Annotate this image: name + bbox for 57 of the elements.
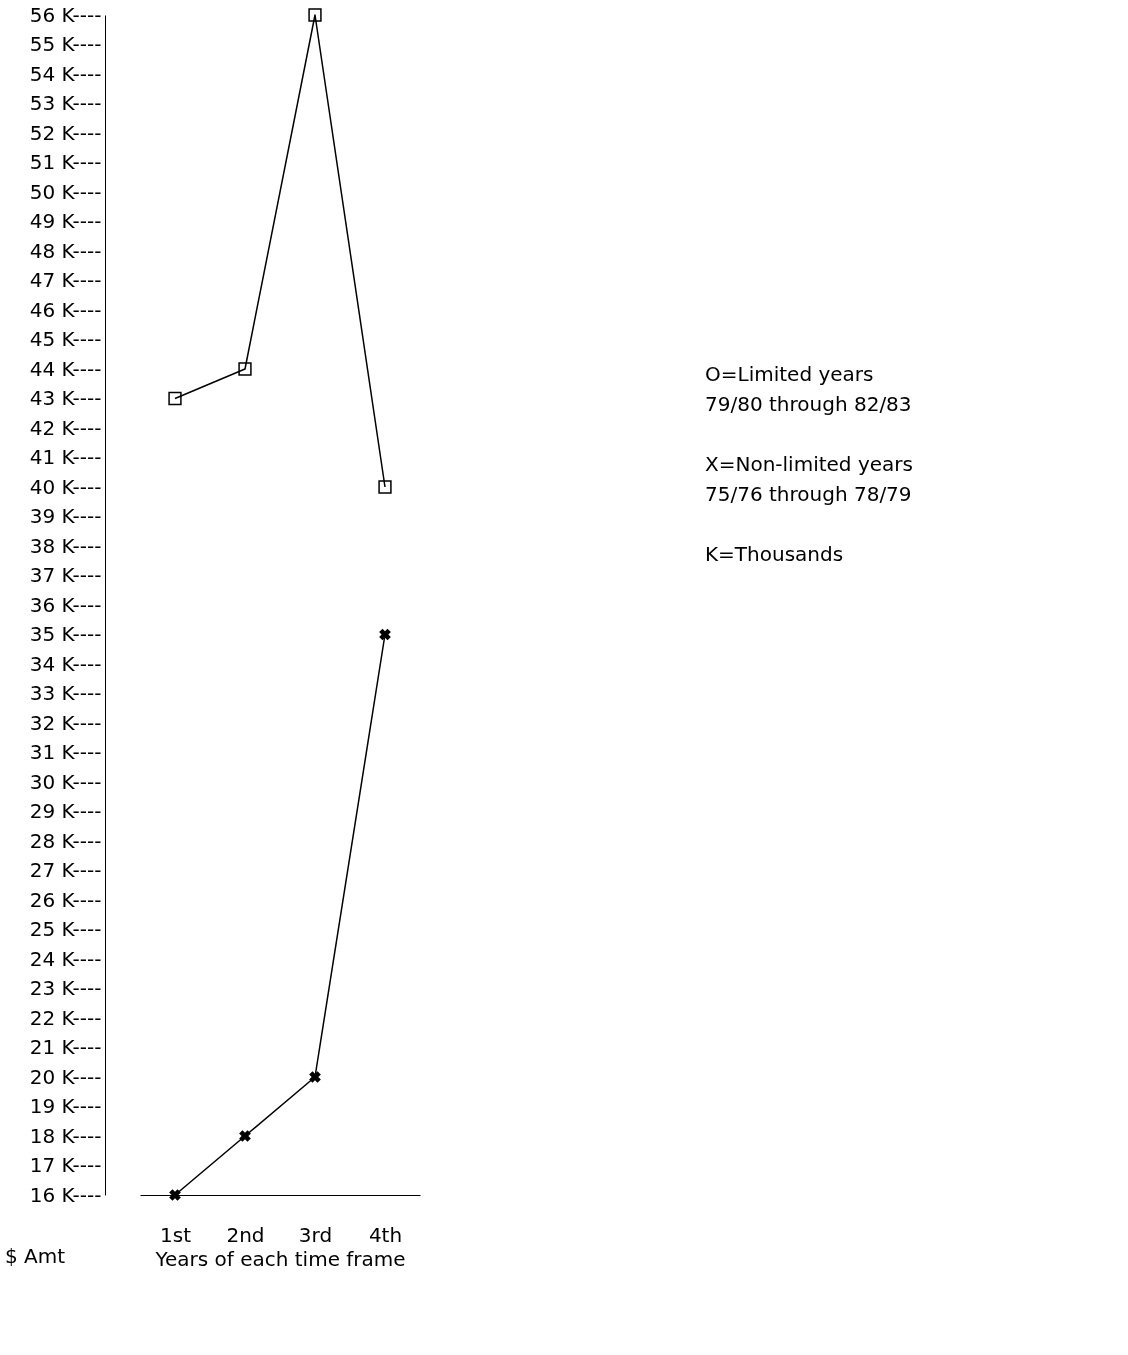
y-tick-label: 18 K---- [29,1123,102,1148]
text: K=Thousands [705,542,844,566]
y-tick-label: 47 K---- [29,268,102,292]
y-tick-label: 29 K---- [29,799,102,823]
text: O=Limited years 79/80 through 82/83 [705,362,912,416]
text: X=Non-limited years 75/76 through 78/79 [705,452,913,506]
point [239,1130,251,1142]
y-tick-label: 26 K---- [29,887,102,912]
y-tick-label: 22 K---- [29,1005,102,1030]
y-tick-label: 21 K---- [29,1035,102,1059]
y-tick-label: 39 K---- [29,504,102,528]
x-axis-title: Years of each time frame [154,1246,406,1271]
y-tick-label: 35 K---- [29,622,102,646]
x-tick-label: 2nd [226,1222,265,1247]
point [309,1071,321,1083]
point [308,8,322,22]
y-tick-label: 28 K---- [29,828,102,853]
y-tick-label: 54 K---- [29,61,102,86]
y-tick-label: 46 K---- [29,297,102,322]
y-tick-label: 52 K---- [29,120,102,145]
y-tick-label: 41 K---- [29,445,102,469]
y-tick-label: 42 K---- [29,415,102,440]
y-tick-label: 40 K---- [29,474,102,499]
y-tick-label: 34 K---- [29,651,102,676]
x-tick-label: 3rd [298,1222,333,1247]
y-tick-label: 50 K---- [29,179,102,204]
y-tick-label: 38 K---- [29,533,102,558]
y-tick-label: 19 K---- [29,1094,102,1118]
point [378,480,392,494]
point [168,391,182,406]
y-tick-label: 33 K---- [29,681,102,705]
y-tick-label: 56 K---- [29,2,102,27]
y-tick-label: 51 K---- [29,150,102,174]
y-tick-label: 45 K---- [29,327,102,351]
y-axis-title: $ Amt [5,1244,66,1268]
y-tick-label: 20 K---- [29,1064,102,1089]
y-tick-label: 55 K---- [29,32,102,56]
y-tick-label: 17 K---- [29,1153,102,1177]
y-tick-label: 30 K---- [29,769,102,794]
point [169,1189,181,1201]
y-tick-label: 24 K---- [29,946,102,971]
y-tick-label: 31 K---- [29,740,102,764]
y-tick-label: 23 K---- [29,976,102,1000]
y-tick-label: 37 K---- [29,563,102,587]
y-tick-label: 43 K---- [29,386,102,410]
y-tick-label: 16 K---- [29,1182,102,1207]
y-tick-label: 44 K---- [29,356,102,381]
y-tick-label: 48 K---- [29,238,102,263]
y-tick-label: 36 K---- [29,592,102,617]
x-tick-label: 1st [160,1222,192,1247]
y-tick-label: 27 K---- [29,858,102,882]
x-tick-label: 4th [368,1222,403,1247]
y-tick-label: 32 K---- [29,710,102,735]
y-tick-label: 25 K---- [29,917,102,941]
point [238,362,252,376]
y-tick-label: 49 K---- [29,209,102,233]
y-tick-label: 53 K---- [29,91,102,115]
